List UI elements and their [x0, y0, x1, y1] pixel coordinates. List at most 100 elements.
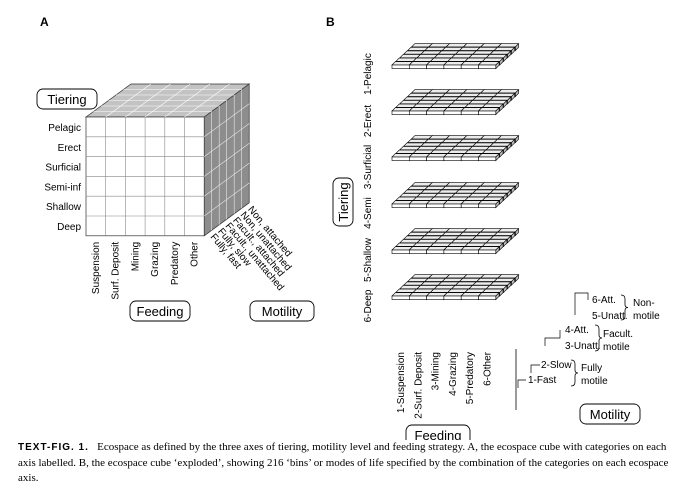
tiering-label-a: Erect	[58, 143, 82, 154]
tiering-title-a: Tiering	[47, 92, 86, 107]
motility-label-b: 6-Att.	[592, 295, 616, 306]
bin-cube-front	[426, 203, 445, 208]
bin-cube-front	[443, 156, 462, 161]
brace	[570, 359, 579, 387]
bin-cube-front	[408, 156, 427, 161]
bin-cube-front	[478, 64, 497, 69]
feeding-label-a: Predatory	[170, 242, 181, 285]
caption-text: Ecospace as defined by the three axes of…	[18, 441, 669, 484]
feeding-title-box-b	[405, 424, 471, 440]
bin-cube-front	[443, 64, 462, 69]
bin-cube-front	[443, 110, 462, 115]
panel-a-letter: A	[40, 15, 49, 29]
motility-group-label: motile	[581, 376, 608, 387]
bin-cube-front	[391, 110, 410, 115]
bin-cube	[477, 245, 500, 255]
feeding-label-b: 2-Surf. Deposit	[413, 352, 424, 419]
bin-cube-front	[460, 64, 479, 69]
tiering-label-b: 3-Surficial	[363, 145, 374, 189]
feeding-label-a: Other	[190, 241, 201, 267]
bin-cube-front	[426, 156, 445, 161]
tiering-label-b: 6-Deep	[363, 289, 374, 322]
motility-group-label: motile	[603, 342, 630, 353]
exploded-cube-stack	[391, 42, 520, 301]
bin-cube-front	[460, 203, 479, 208]
leader-line	[530, 364, 540, 373]
leader-line	[517, 379, 526, 388]
bin-cube-front	[391, 249, 410, 254]
feeding-title-a: Feeding	[137, 304, 184, 319]
motility-label-b: 5-Unatt.	[592, 311, 628, 322]
bin-cube-front	[408, 64, 427, 69]
bin-cube	[477, 291, 500, 301]
tiering-label-a: Deep	[57, 222, 81, 233]
motility-title-box-b	[579, 403, 641, 425]
brace	[594, 324, 603, 352]
bin-cube-front	[391, 64, 410, 69]
bin-cube	[477, 60, 500, 70]
motility-label-b: 4-Att.	[565, 325, 589, 336]
panel-b-labels: B 1-Pelagic 2-Erect 3-Surficial 4-Semi 5-Shal…	[326, 15, 660, 440]
motility-label-b: 1-Fast	[528, 375, 557, 386]
motility-title-a: Motility	[262, 304, 303, 319]
motility-group-label: motile	[633, 311, 660, 322]
bin-cube	[477, 152, 500, 162]
motility-label-b: 2-Slow	[541, 360, 572, 371]
tiering-label-b: 2-Erect	[363, 105, 374, 137]
feeding-label-a: Grazing	[150, 242, 161, 277]
bin-cube	[477, 199, 500, 209]
bin-cube-front	[478, 156, 497, 161]
bin-cube-front	[391, 203, 410, 208]
feeding-label-b: 5-Predatory	[465, 352, 476, 404]
feeding-label-b: 4-Grazing	[448, 352, 459, 396]
tiering-label-a: Pelagic	[48, 123, 81, 134]
bin-cube-front	[478, 295, 497, 300]
feeding-label-a: Mining	[130, 242, 141, 271]
bin-cube-front	[460, 156, 479, 161]
feeding-label-b: 3-Mining	[431, 352, 442, 390]
tiering-label-b: 5-Shallow	[363, 237, 374, 282]
bin-cube-front	[408, 110, 427, 115]
bin-cube-front	[478, 110, 497, 115]
tiering-label-a: Surficial	[45, 163, 81, 174]
tiering-label-a: Semi-inf	[44, 182, 81, 193]
feeding-title-b: Feeding	[415, 428, 462, 440]
brace	[620, 294, 629, 321]
motility-group-label: Non-	[633, 298, 655, 309]
figure-caption: TEXT-FIG. 1. Ecospace as defined by the …	[18, 440, 682, 487]
feeding-title-box-a	[129, 300, 191, 322]
tiering-label-b: 1-Pelagic	[363, 53, 374, 95]
motility-label-b: 3-Unatt.	[565, 341, 601, 352]
bin-cube-front	[426, 249, 445, 254]
bin-cube-front	[408, 249, 427, 254]
motility-group-label: Fully	[581, 363, 602, 374]
feeding-label-b: 6-Other	[483, 351, 494, 386]
tiering-label-b: 4-Semi	[363, 197, 374, 229]
tiering-title-box-a	[36, 88, 98, 110]
motility-group-label: Facult.	[603, 329, 633, 340]
tiering-title-b: Tiering	[336, 182, 351, 221]
leader-line	[544, 330, 561, 346]
bin-cube-front	[478, 203, 497, 208]
bin-cube-front	[408, 295, 427, 300]
bin-cube-front	[443, 249, 462, 254]
feeding-label-b: 1-Suspension	[396, 352, 407, 413]
bin-cube-front	[408, 203, 427, 208]
bin-cube-front	[460, 249, 479, 254]
tiering-label-a: Shallow	[46, 202, 82, 213]
bin-cube-front	[460, 110, 479, 115]
bin-cube-front	[443, 295, 462, 300]
tiering-title-box-b	[332, 177, 354, 227]
leader-line	[574, 292, 589, 315]
bin-cube-front	[426, 295, 445, 300]
ecospace-figure: A Tiering Pelagic Erect Surficial Semi-inf Sha…	[36, 15, 660, 440]
side-grid-line	[204, 182, 250, 217]
caption-lead: TEXT-FIG. 1.	[18, 442, 89, 453]
bin-cube-front	[391, 295, 410, 300]
panel-b-letter: B	[326, 15, 335, 29]
feeding-label-a: Surf. Deposit	[111, 242, 122, 300]
bin-cube-front	[426, 110, 445, 115]
motility-title-b: Motility	[590, 407, 631, 422]
motility-title-box-a	[249, 300, 315, 322]
feeding-label-a: Suspension	[91, 242, 102, 294]
